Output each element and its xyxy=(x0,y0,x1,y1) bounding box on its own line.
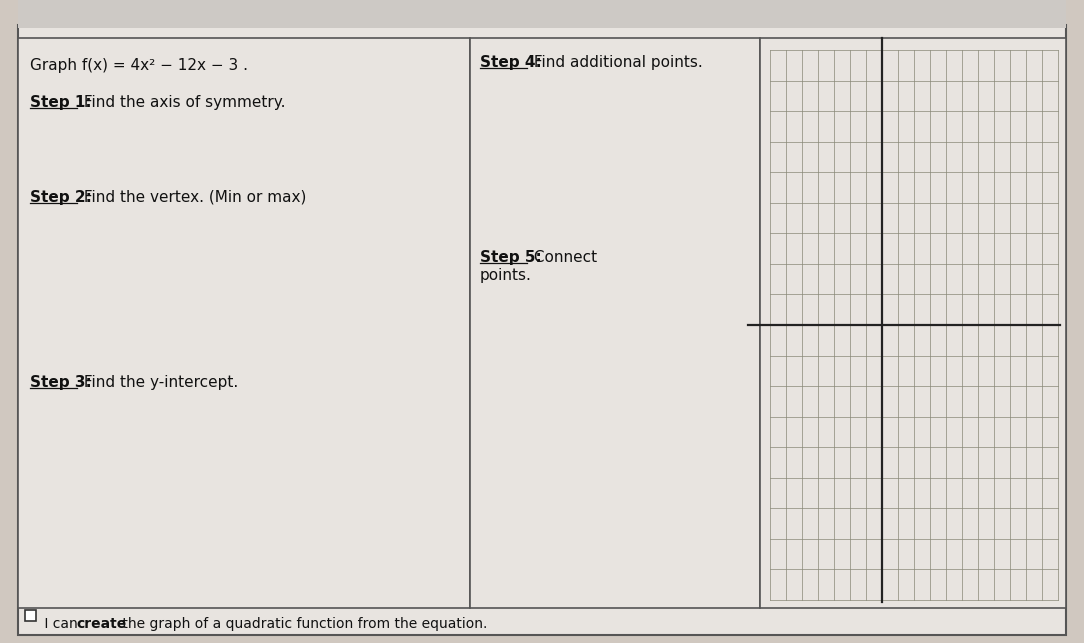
Text: Find the axis of symmetry.: Find the axis of symmetry. xyxy=(78,95,285,110)
Text: create: create xyxy=(76,617,126,631)
Bar xyxy=(18,38,470,608)
Text: Step 4:: Step 4: xyxy=(480,55,542,70)
Text: Connect: Connect xyxy=(529,250,596,265)
Bar xyxy=(760,38,1066,608)
Bar xyxy=(18,0,1066,28)
Text: Graph f(x) = 4x² − 12x − 3 .: Graph f(x) = 4x² − 12x − 3 . xyxy=(30,58,248,73)
Text: Step 1:: Step 1: xyxy=(30,95,92,110)
Text: Find the y-intercept.: Find the y-intercept. xyxy=(78,375,237,390)
Text: Step 5:: Step 5: xyxy=(480,250,542,265)
Text: Step 2:: Step 2: xyxy=(30,190,92,205)
Text: Find additional points.: Find additional points. xyxy=(529,55,702,70)
Bar xyxy=(470,38,760,608)
Text: Find the vertex. (Min or max): Find the vertex. (Min or max) xyxy=(78,190,306,205)
Text: the graph of a quadratic function from the equation.: the graph of a quadratic function from t… xyxy=(118,617,488,631)
Text: I can: I can xyxy=(40,617,82,631)
Text: Step 3:: Step 3: xyxy=(30,375,92,390)
Text: points.: points. xyxy=(480,268,532,283)
Bar xyxy=(25,610,36,621)
